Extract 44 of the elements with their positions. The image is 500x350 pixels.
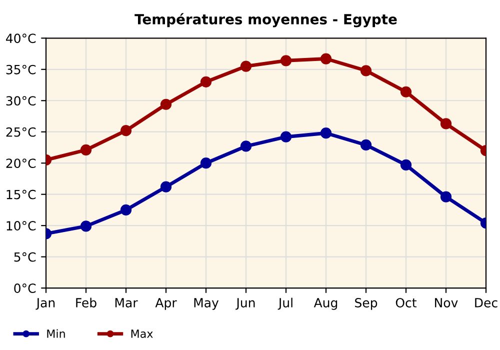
y-tick-label: 15°C bbox=[6, 190, 36, 200]
point bbox=[200, 158, 212, 169]
point bbox=[80, 220, 92, 232]
x-tick-label: Jun bbox=[236, 298, 255, 310]
point bbox=[360, 139, 372, 151]
x-tick-label: Feb bbox=[76, 298, 96, 308]
x-tick-label: Apr bbox=[155, 298, 177, 310]
y-tick-label: 0°C bbox=[14, 284, 36, 293]
point bbox=[120, 204, 132, 216]
x-tick-label: Dec bbox=[475, 298, 498, 308]
point bbox=[160, 98, 172, 110]
point bbox=[280, 131, 292, 142]
x-tick-label: Aug bbox=[314, 298, 338, 310]
point bbox=[160, 181, 172, 192]
y-tick-label: 30°C bbox=[6, 96, 36, 106]
point bbox=[280, 55, 292, 66]
y-tick-label: 5°C bbox=[14, 252, 36, 262]
point bbox=[440, 118, 452, 130]
x-tick-label: Mar bbox=[115, 298, 138, 308]
y-tick-label: 20°C bbox=[6, 158, 36, 168]
point bbox=[240, 140, 252, 152]
point bbox=[320, 128, 332, 139]
x-tick-label: Oct bbox=[396, 298, 417, 308]
chart-title: Températures moyennes - Egypte bbox=[134, 13, 397, 28]
point bbox=[120, 125, 132, 136]
point bbox=[400, 159, 412, 171]
x-tick-label: Sep bbox=[355, 298, 378, 310]
x-tick-label: Jul bbox=[278, 298, 292, 310]
point bbox=[320, 53, 332, 64]
point bbox=[240, 60, 252, 72]
point bbox=[400, 86, 412, 98]
point bbox=[200, 76, 212, 88]
x-tick-label: May bbox=[194, 298, 219, 310]
x-tick-label: Jan bbox=[36, 298, 55, 310]
point bbox=[360, 65, 372, 76]
y-tick-label: 10°C bbox=[6, 221, 36, 230]
y-tick-label: 25°C bbox=[6, 127, 36, 137]
legend-label: Max bbox=[131, 330, 153, 338]
x-tick-label: Nov bbox=[435, 298, 458, 308]
y-tick-label: 40°C bbox=[6, 34, 36, 44]
y-tick-label: 35°C bbox=[6, 64, 36, 74]
point bbox=[80, 144, 92, 156]
point bbox=[440, 191, 452, 202]
legend-label: Min bbox=[47, 329, 65, 338]
